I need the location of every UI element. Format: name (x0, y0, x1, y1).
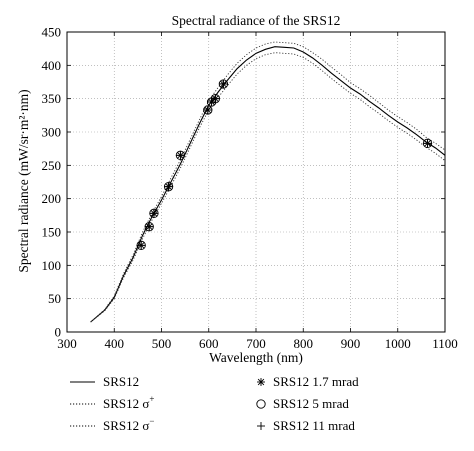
legend-marker (256, 399, 266, 409)
legend-item: SRS12 (70, 374, 139, 389)
y-tick-label: 350 (42, 91, 62, 106)
data-point-4 (422, 138, 433, 148)
y-tick-label: 100 (42, 258, 62, 273)
data-point-4 (218, 79, 229, 89)
chart-title: Spectral radiance of the SRS12 (172, 13, 341, 28)
legend-label: SRS12 σ− (103, 416, 154, 433)
series-line-1 (90, 41, 446, 323)
x-tick-label: 900 (341, 336, 361, 351)
legend-item: SRS12 1.7 mrad (257, 374, 359, 389)
x-tick-label: 800 (294, 336, 314, 351)
y-axis-title: Spectral radiance (mW/sr·m²·nm) (16, 89, 31, 272)
data-point-5 (423, 139, 432, 148)
legend-item: SRS12 11 mrad (257, 418, 355, 433)
data-point-4 (144, 222, 154, 232)
series-line-2 (90, 52, 446, 323)
x-tick-label: 700 (246, 336, 266, 351)
series-line-0 (90, 46, 446, 323)
x-tick-label: 1000 (385, 336, 411, 351)
data-point-5 (176, 151, 185, 160)
legend-marker (257, 422, 265, 430)
data-point-4 (175, 150, 186, 160)
x-tick-label: 600 (199, 336, 219, 351)
data-point-5 (203, 106, 212, 114)
tick-layer: 300 400 500 600 700 800 900 1000 1100 0 50 100 150 20… (42, 25, 458, 352)
legend-superscript: − (149, 416, 154, 426)
legend-label: SRS12 5 mrad (273, 396, 349, 411)
data-point-5 (211, 94, 220, 103)
data-point-5 (219, 80, 228, 88)
legend-item: SRS12 σ− (70, 416, 154, 433)
data-point-5 (207, 98, 216, 106)
legend-label: SRS12 σ+ (103, 394, 154, 411)
x-axis-title: Wavelength (nm) (209, 350, 303, 365)
legend: SRS12 SRS12 σ+ SRS12 σ− SRS12 1.7 mrad SRS12… (70, 374, 359, 433)
legend-marker (257, 378, 265, 386)
y-tick-label: 200 (42, 191, 62, 206)
grid-layer (66, 31, 446, 333)
data-point-4 (136, 240, 146, 250)
x-tick-label: 300 (57, 336, 77, 351)
y-tick-label: 300 (42, 125, 62, 140)
legend-label: SRS12 (103, 374, 139, 389)
x-tick-label: 1100 (432, 336, 458, 351)
x-tick-label: 500 (152, 336, 172, 351)
legend-item: SRS12 5 mrad (256, 396, 349, 411)
data-point-4 (203, 105, 213, 115)
data-point-4 (149, 208, 159, 218)
legend-label: SRS12 11 mrad (273, 418, 355, 433)
data-point-5 (149, 209, 158, 218)
data-point-5 (164, 182, 173, 191)
y-tick-label: 400 (42, 58, 62, 73)
marker-layer (136, 79, 433, 250)
series-layer (90, 41, 446, 323)
data-point-5 (145, 222, 154, 231)
x-tick-label: 400 (105, 336, 125, 351)
y-tick-label: 450 (42, 25, 62, 40)
y-tick-label: 150 (42, 225, 62, 240)
legend-label: SRS12 1.7 mrad (273, 374, 359, 389)
legend-item: SRS12 σ+ (70, 394, 154, 411)
y-tick-label: 0 (55, 325, 62, 340)
data-point-4 (163, 182, 174, 192)
legend-superscript: + (149, 394, 154, 404)
y-tick-label: 250 (42, 158, 62, 173)
y-tick-label: 50 (48, 291, 61, 306)
data-point-5 (137, 241, 146, 250)
